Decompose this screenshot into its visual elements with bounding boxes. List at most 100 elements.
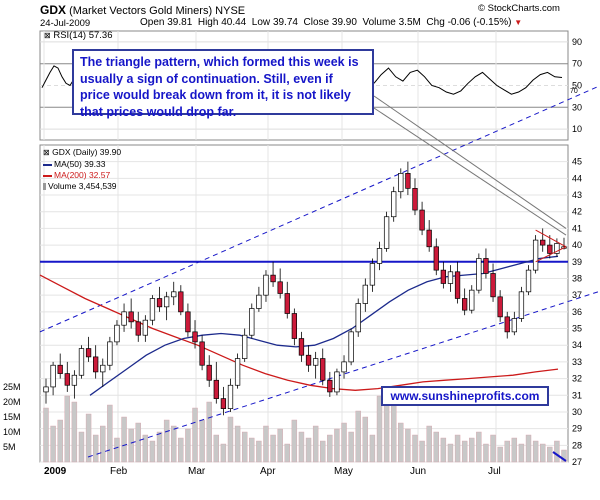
x-axis-label: Mar	[188, 466, 206, 477]
volume-bar	[398, 422, 404, 463]
credit: © StockCharts.com	[478, 3, 560, 14]
volume-bar	[561, 449, 567, 463]
candle-body	[242, 334, 248, 359]
x-axis-label: Apr	[260, 466, 276, 477]
volume-bar	[100, 425, 106, 463]
volume-bar	[504, 440, 510, 463]
volume-bar	[85, 413, 92, 463]
candle-body	[355, 303, 361, 333]
candle-body	[341, 361, 347, 373]
volume-bar	[497, 446, 503, 463]
ma200-swatch	[43, 174, 52, 177]
volume-bar	[298, 431, 305, 463]
volume-bar	[199, 419, 205, 463]
candle-body	[249, 308, 255, 336]
volume-bar	[348, 431, 354, 463]
volume-bar	[256, 440, 262, 463]
price-tick-label: 35	[572, 324, 582, 334]
candle-body	[398, 173, 404, 193]
candle-body	[142, 319, 148, 336]
volume-bar	[50, 425, 56, 463]
candle-body	[362, 284, 368, 304]
price-tick-label: 27	[572, 457, 582, 467]
x-axis-label: Jun	[410, 466, 426, 477]
close-label: Close	[303, 17, 330, 28]
candle-body	[454, 271, 461, 299]
candle-body	[149, 298, 156, 321]
triangle-upper	[535, 229, 567, 248]
candle-body	[391, 191, 397, 218]
rsi-band-70: 70	[570, 88, 578, 95]
rsi-label: ⊠ RSI(14) 57.36	[44, 30, 113, 41]
volume-bar	[249, 437, 255, 463]
candle-body	[525, 269, 532, 293]
candle-body	[284, 293, 290, 314]
upper-channel-line	[39, 86, 599, 333]
volume-bar	[447, 443, 454, 463]
volume-bar	[71, 401, 78, 463]
volume-bar	[454, 434, 461, 463]
volume-bar	[433, 431, 439, 463]
candle-body	[135, 321, 141, 336]
volume-bar	[135, 422, 141, 463]
volume-bar	[469, 437, 475, 463]
candle-body	[263, 274, 269, 296]
volume-bar	[284, 443, 290, 463]
candle-body	[163, 296, 170, 308]
candle-body	[213, 379, 219, 399]
high-value: 40.44	[221, 17, 247, 28]
candle-body	[192, 331, 198, 343]
price-tick-label: 37	[572, 290, 582, 300]
close-icon: ⊠	[44, 31, 51, 40]
volume-bar	[234, 425, 241, 463]
volume-tick-label: 15M	[3, 412, 21, 422]
volume-bar	[405, 428, 411, 463]
security-name: (Market Vectors Gold Miners) NYSE	[69, 5, 246, 17]
volume-bar	[107, 404, 113, 463]
candle-body	[156, 298, 163, 308]
volume-bar	[511, 437, 518, 463]
volume-tick-label: 5M	[3, 442, 16, 452]
candle-body	[270, 274, 276, 283]
volume-bar	[64, 395, 70, 463]
volume-bar	[419, 440, 425, 463]
rsi-label-text: RSI(14) 57.36	[53, 30, 113, 41]
volume-bar	[270, 434, 276, 463]
candle-body	[348, 331, 354, 363]
candle-body	[256, 294, 262, 309]
volume-bar	[341, 422, 347, 463]
volume-bar	[291, 419, 298, 463]
candle-body	[433, 246, 439, 271]
rsi-tick-label: 90	[572, 37, 582, 47]
price-tick-label: 31	[572, 390, 582, 400]
candle-body	[93, 356, 99, 373]
volume-bar	[263, 425, 269, 463]
open-value: 39.81	[167, 17, 193, 28]
volume-bar	[142, 434, 149, 463]
volume-bar	[440, 437, 447, 463]
candle-body	[511, 318, 517, 333]
legend-ma200: MA(200) 32.57	[43, 170, 110, 180]
low-label: Low	[251, 17, 271, 28]
candle-body	[327, 379, 333, 393]
triangle-lower	[535, 246, 567, 263]
volume-bar	[490, 434, 496, 463]
volume-bar	[149, 440, 156, 463]
candle-body	[100, 364, 106, 373]
candle-body	[78, 348, 85, 376]
price-tick-label: 30	[572, 407, 582, 417]
candle-body	[369, 263, 376, 286]
volume-bar	[334, 428, 340, 463]
candle-body	[320, 358, 326, 381]
rsi-tick-label: 30	[572, 102, 582, 112]
price-tick-label: 40	[572, 240, 582, 250]
volume-bar	[540, 443, 546, 463]
candle-body	[277, 281, 283, 294]
volume-bar	[178, 437, 184, 463]
price-tick-label: 36	[572, 307, 582, 317]
candle-body	[234, 358, 241, 386]
volume-bar	[483, 443, 489, 463]
volume-bar	[355, 410, 361, 463]
candle-body	[114, 324, 120, 343]
volume-bar	[156, 431, 163, 463]
